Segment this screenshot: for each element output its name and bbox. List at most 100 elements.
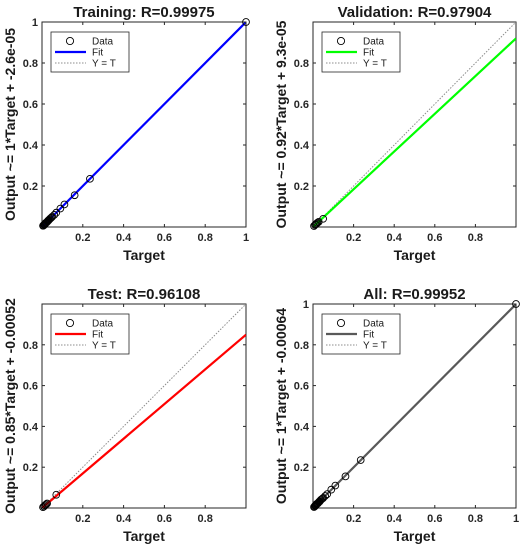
legend-fit-label: Fit [92, 48, 103, 59]
x-tick-label: 0.8 [468, 232, 483, 244]
data-point [48, 212, 57, 221]
chart-title: All: R=0.99952 [363, 286, 465, 303]
data-point [319, 214, 328, 223]
data-point [52, 490, 61, 499]
legend-data-marker [65, 36, 75, 46]
data-point [327, 485, 336, 494]
legend-fit-label: Fit [92, 330, 103, 341]
x-tick-label: 0.4 [387, 232, 403, 244]
y-tick-label: 0.8 [294, 58, 309, 70]
y-axis-label: Output ~= 1*Target + -2.6e-05 [2, 28, 18, 221]
x-tick-label: 0.6 [157, 232, 172, 244]
y-tick-label: 0.6 [23, 381, 38, 393]
y-tick-label: 0.6 [294, 99, 309, 111]
legend-fit-label: Fit [363, 330, 374, 341]
legend-data-marker [336, 318, 346, 328]
chart-panel-1: 0.2 0.4 0.6 0.8 1 0.2 0.4 0.6 0.8 1 Training: R=0.… [2, 4, 250, 263]
chart-title: Test: R=0.96108 [88, 286, 201, 303]
data-point [323, 490, 332, 498]
x-tick-label: 0.2 [75, 232, 90, 244]
y-axis-label: Output ~= 0.92*Target + 9.3e-05 [273, 20, 289, 228]
x-tick-label: 0.2 [75, 513, 90, 525]
legend-data-marker [336, 36, 346, 46]
x-tick-label: 0.8 [468, 513, 483, 525]
legend-identity-label: Y = T [363, 59, 387, 70]
fit-line [42, 333, 246, 508]
plot-content [42, 22, 246, 227]
y-tick-label: 1 [32, 17, 38, 29]
y-tick-label: 0.2 [23, 462, 38, 474]
data-point [45, 215, 54, 224]
x-axis-label: Target [123, 528, 165, 544]
x-tick-label: 0.6 [427, 513, 442, 525]
data-point [512, 300, 520, 308]
legend-fit-label: Fit [363, 48, 374, 59]
legend-data-label: Data [92, 37, 114, 48]
legend-data-label: Data [363, 319, 385, 330]
fit-line [42, 22, 246, 227]
plot-content [42, 304, 246, 508]
data-point [321, 492, 330, 500]
identity-line [313, 22, 516, 227]
y-axis-label: Output ~= 1*Target + -0.00064 [273, 308, 289, 504]
chart-panel-4: 0.2 0.4 0.6 0.8 1 0.2 0.4 0.6 0.8 1 All: R=0.99952… [273, 286, 520, 544]
legend-identity-label: Y = T [92, 59, 116, 70]
fit-line [313, 37, 516, 227]
y-tick-label: 0.4 [294, 140, 310, 152]
legend-identity-label: Y = T [363, 341, 387, 352]
legend-data-marker [65, 318, 75, 328]
x-tick-label: 0.4 [387, 513, 403, 525]
y-tick-label: 0.8 [294, 340, 309, 352]
legend-identity-label: Y = T [92, 341, 116, 352]
data-point [52, 208, 61, 217]
x-tick-label: 0.4 [116, 232, 132, 244]
y-tick-label: 0.6 [294, 381, 309, 393]
data-point [356, 456, 365, 464]
x-tick-label: 0.8 [198, 513, 213, 525]
chart-title: Training: R=0.99975 [73, 4, 214, 21]
chart-title: Validation: R=0.97904 [338, 4, 492, 21]
fit-line [313, 304, 516, 508]
y-tick-label: 0.4 [294, 421, 310, 433]
y-tick-label: 0.6 [23, 99, 38, 111]
x-tick-label: 0.6 [427, 232, 442, 244]
legend-data-label: Data [92, 319, 114, 330]
data-point [331, 481, 340, 490]
x-axis-label: Target [123, 247, 165, 263]
x-tick-label: 0.2 [346, 513, 361, 525]
x-tick-label: 1 [243, 232, 249, 244]
y-axis-label: Output ~= 0.85*Target + -0.00052 [2, 298, 18, 514]
x-tick-label: 0.4 [116, 513, 132, 525]
data-point [341, 472, 350, 481]
y-tick-label: 0.4 [23, 421, 39, 433]
y-tick-label: 0.4 [23, 140, 39, 152]
data-point [56, 204, 65, 213]
y-tick-label: 0.8 [23, 58, 38, 70]
y-tick-label: 0.2 [294, 181, 309, 193]
data-point [86, 174, 94, 183]
data-point [313, 218, 322, 227]
legend-data-label: Data [363, 37, 385, 48]
data-point [42, 500, 50, 509]
plot-content [313, 22, 516, 227]
data-point [316, 496, 325, 505]
y-tick-label: 0.8 [23, 340, 38, 352]
data-point [311, 220, 320, 229]
plot-content [313, 304, 516, 508]
y-tick-label: 1 [303, 299, 309, 311]
x-axis-label: Target [394, 247, 436, 263]
data-point [41, 501, 49, 510]
x-tick-label: 0.8 [198, 232, 213, 244]
x-axis-label: Target [394, 528, 436, 544]
data-point [50, 211, 59, 219]
data-point [319, 494, 328, 502]
chart-panel-3: 0.2 0.4 0.6 0.8 0.2 0.4 0.6 0.8 Test: R=0.96108 T… [2, 286, 247, 544]
data-point [60, 200, 69, 209]
chart-panel-2: 0.2 0.4 0.6 0.8 0.2 0.4 0.6 0.8 Validation: R=0.… [273, 4, 517, 263]
x-tick-label: 0.6 [157, 513, 172, 525]
